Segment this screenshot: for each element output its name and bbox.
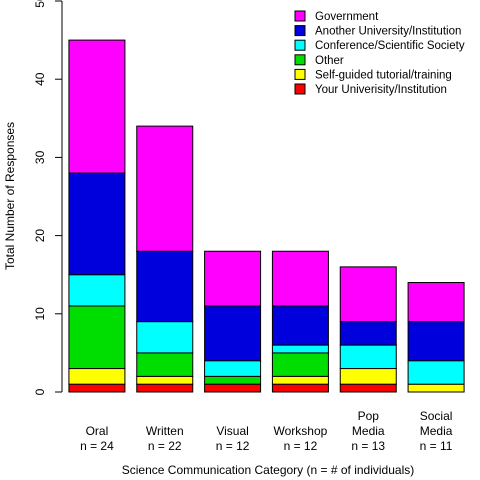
- x-tick-label: Written n = 22: [146, 424, 184, 453]
- bar-segment: [136, 125, 194, 252]
- bar-segment: [136, 375, 194, 385]
- bar-segment: [136, 352, 194, 377]
- bar-segment: [339, 383, 397, 393]
- x-tick-label: Pop Media n = 13: [351, 409, 385, 453]
- legend-swatch: [294, 68, 306, 80]
- bar-segment: [407, 360, 465, 385]
- bar-segment: [271, 375, 329, 385]
- legend-swatch: [294, 83, 306, 95]
- x-tick-label: Oral n = 24: [80, 424, 114, 453]
- legend-label: Government: [315, 11, 379, 23]
- bar-segment: [204, 305, 262, 362]
- y-tick-label: 0: [33, 388, 47, 395]
- x-tick-label: Social Media n = 11: [420, 409, 453, 453]
- bar-segment: [204, 250, 262, 307]
- bar-segment: [271, 344, 329, 354]
- legend-label: Other: [315, 55, 344, 67]
- legend-label: Conference/Scientific Society: [315, 40, 465, 52]
- legend-label: Your Univerisity/Institution: [315, 84, 447, 96]
- bar-segment: [136, 383, 194, 393]
- x-axis-label: Science Communication Category (n = # of…: [122, 463, 414, 477]
- bar-segment: [204, 383, 262, 393]
- bar-segment: [407, 282, 465, 323]
- bar-segment: [271, 305, 329, 346]
- bar-segment: [68, 383, 126, 393]
- bar-segment: [407, 383, 465, 393]
- bar-segment: [136, 250, 194, 323]
- bar-segment: [339, 321, 397, 346]
- bar-segment: [339, 368, 397, 385]
- y-tick-label: 40: [33, 72, 47, 86]
- bar-segment: [204, 375, 262, 385]
- x-tick-label: Workshop n = 12: [274, 424, 328, 453]
- y-tick-label: 30: [33, 150, 47, 164]
- legend-label: Self-guided tutorial/training: [315, 69, 452, 81]
- legend-swatch: [294, 10, 306, 22]
- y-tick-label: 50: [33, 0, 47, 8]
- bar-segment: [271, 352, 329, 377]
- bar-segment: [271, 250, 329, 307]
- bar-segment: [68, 368, 126, 385]
- bar-segment: [68, 172, 126, 276]
- bar-segment: [68, 274, 126, 307]
- bar-segment: [339, 266, 397, 323]
- y-axis-label: Total Number of Responses: [3, 122, 17, 270]
- bar-segment: [339, 344, 397, 370]
- y-tick-label: 10: [33, 307, 47, 321]
- legend-swatch: [294, 25, 306, 37]
- y-tick-label: 20: [33, 229, 47, 243]
- bar-segment: [68, 305, 126, 370]
- legend-swatch: [294, 54, 306, 66]
- x-tick-label: Visual n = 12: [216, 424, 250, 453]
- bar-segment: [271, 383, 329, 393]
- bar-segment: [136, 321, 194, 354]
- bar-segment: [68, 39, 126, 174]
- legend-swatch: [294, 39, 306, 51]
- bar-segment: [407, 321, 465, 362]
- bar-segment: [204, 360, 262, 377]
- legend-label: Another University/Institution: [315, 26, 461, 38]
